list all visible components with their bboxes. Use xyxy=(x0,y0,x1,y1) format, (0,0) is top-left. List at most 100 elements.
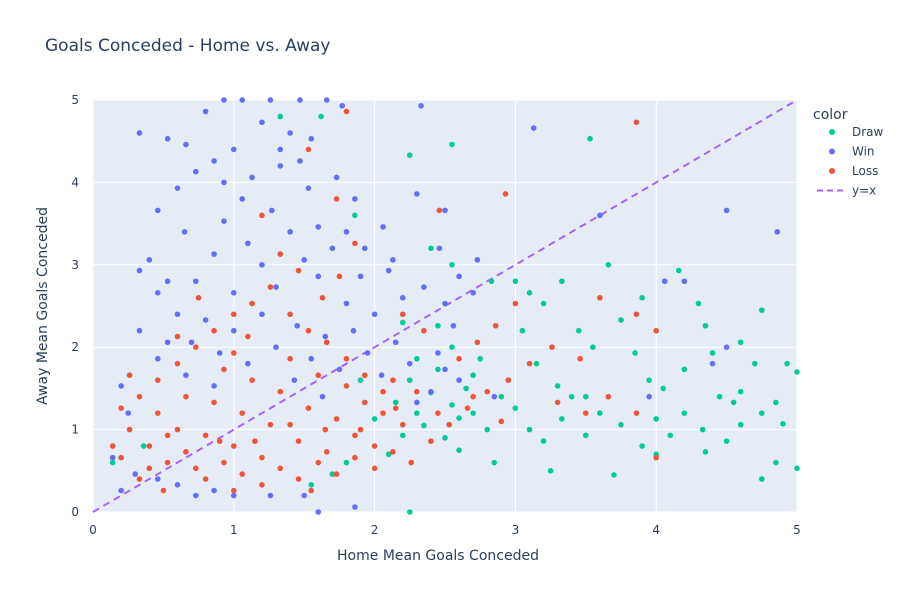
point-loss[interactable] xyxy=(492,322,499,329)
point-win[interactable] xyxy=(450,322,457,329)
point-draw[interactable] xyxy=(109,459,116,466)
point-loss[interactable] xyxy=(456,355,462,362)
legend-item-win[interactable]: Win xyxy=(829,145,875,159)
point-win[interactable] xyxy=(259,311,265,318)
point-loss[interactable] xyxy=(653,454,659,461)
point-win[interactable] xyxy=(287,229,293,235)
point-win[interactable] xyxy=(211,251,217,257)
point-loss[interactable] xyxy=(380,410,386,416)
point-draw[interactable] xyxy=(559,278,565,285)
point-loss[interactable] xyxy=(484,388,491,395)
point-loss[interactable] xyxy=(361,372,368,379)
point-win[interactable] xyxy=(216,350,223,356)
point-win[interactable] xyxy=(352,504,358,510)
point-loss[interactable] xyxy=(549,344,555,351)
point-draw[interactable] xyxy=(618,421,624,428)
point-loss[interactable] xyxy=(126,372,133,379)
point-win[interactable] xyxy=(267,492,274,499)
point-draw[interactable] xyxy=(751,360,758,367)
point-draw[interactable] xyxy=(709,350,716,356)
point-loss[interactable] xyxy=(446,421,453,428)
point-win[interactable] xyxy=(174,311,181,318)
point-draw[interactable] xyxy=(547,468,554,474)
point-loss[interactable] xyxy=(315,372,322,379)
point-win[interactable] xyxy=(442,300,448,307)
point-draw[interactable] xyxy=(449,141,455,148)
point-loss[interactable] xyxy=(577,355,583,362)
point-win[interactable] xyxy=(181,229,188,235)
point-draw[interactable] xyxy=(491,459,498,466)
point-loss[interactable] xyxy=(305,327,312,334)
point-win[interactable] xyxy=(269,207,275,214)
point-draw[interactable] xyxy=(611,472,617,478)
point-win[interactable] xyxy=(315,509,322,515)
point-loss[interactable] xyxy=(399,421,406,428)
point-draw[interactable] xyxy=(639,294,645,301)
point-win[interactable] xyxy=(343,300,350,307)
point-draw[interactable] xyxy=(759,410,765,416)
point-draw[interactable] xyxy=(737,421,744,428)
point-win[interactable] xyxy=(305,185,312,191)
point-win[interactable] xyxy=(192,492,199,499)
point-draw[interactable] xyxy=(407,377,413,383)
point-win[interactable] xyxy=(231,327,237,334)
point-loss[interactable] xyxy=(633,311,640,318)
point-draw[interactable] xyxy=(716,393,723,400)
point-loss[interactable] xyxy=(136,393,143,400)
point-draw[interactable] xyxy=(590,344,596,351)
point-win[interactable] xyxy=(407,360,413,367)
point-loss[interactable] xyxy=(259,482,265,488)
point-win[interactable] xyxy=(357,273,364,280)
point-draw[interactable] xyxy=(385,451,392,458)
point-win[interactable] xyxy=(385,267,392,274)
point-win[interactable] xyxy=(333,174,340,181)
point-draw[interactable] xyxy=(277,113,284,120)
point-draw[interactable] xyxy=(399,432,406,439)
point-win[interactable] xyxy=(421,284,427,290)
point-loss[interactable] xyxy=(333,471,340,477)
point-win[interactable] xyxy=(456,377,462,383)
point-win[interactable] xyxy=(470,290,476,296)
point-win[interactable] xyxy=(259,262,265,268)
point-draw[interactable] xyxy=(773,399,779,406)
point-loss[interactable] xyxy=(319,294,326,301)
point-win[interactable] xyxy=(154,207,161,214)
point-win[interactable] xyxy=(474,257,481,263)
point-win[interactable] xyxy=(723,344,730,351)
point-loss[interactable] xyxy=(231,487,237,494)
point-loss[interactable] xyxy=(505,377,512,383)
point-loss[interactable] xyxy=(474,339,481,346)
point-loss[interactable] xyxy=(259,212,265,219)
point-draw[interactable] xyxy=(587,135,593,142)
point-win[interactable] xyxy=(435,350,441,356)
point-loss[interactable] xyxy=(174,333,181,340)
point-loss[interactable] xyxy=(295,438,302,444)
point-win[interactable] xyxy=(192,168,199,175)
point-win[interactable] xyxy=(245,360,251,367)
point-loss[interactable] xyxy=(183,449,189,455)
point-win[interactable] xyxy=(174,185,181,191)
point-win[interactable] xyxy=(315,273,322,280)
point-loss[interactable] xyxy=(554,399,561,406)
point-loss[interactable] xyxy=(633,119,640,126)
point-draw[interactable] xyxy=(794,465,800,472)
point-loss[interactable] xyxy=(231,350,237,356)
point-draw[interactable] xyxy=(477,355,484,362)
point-win[interactable] xyxy=(192,278,199,285)
point-draw[interactable] xyxy=(407,509,413,515)
point-loss[interactable] xyxy=(357,426,364,433)
point-win[interactable] xyxy=(442,366,448,373)
point-win[interactable] xyxy=(164,135,171,142)
point-win[interactable] xyxy=(245,240,251,247)
point-win[interactable] xyxy=(164,339,171,346)
point-win[interactable] xyxy=(267,97,274,103)
point-draw[interactable] xyxy=(435,322,441,329)
point-loss[interactable] xyxy=(267,421,274,428)
point-loss[interactable] xyxy=(211,327,217,334)
point-loss[interactable] xyxy=(333,196,340,202)
point-draw[interactable] xyxy=(414,355,420,362)
point-win[interactable] xyxy=(277,146,284,153)
point-win[interactable] xyxy=(339,102,346,109)
point-loss[interactable] xyxy=(183,393,189,400)
point-draw[interactable] xyxy=(784,360,790,367)
